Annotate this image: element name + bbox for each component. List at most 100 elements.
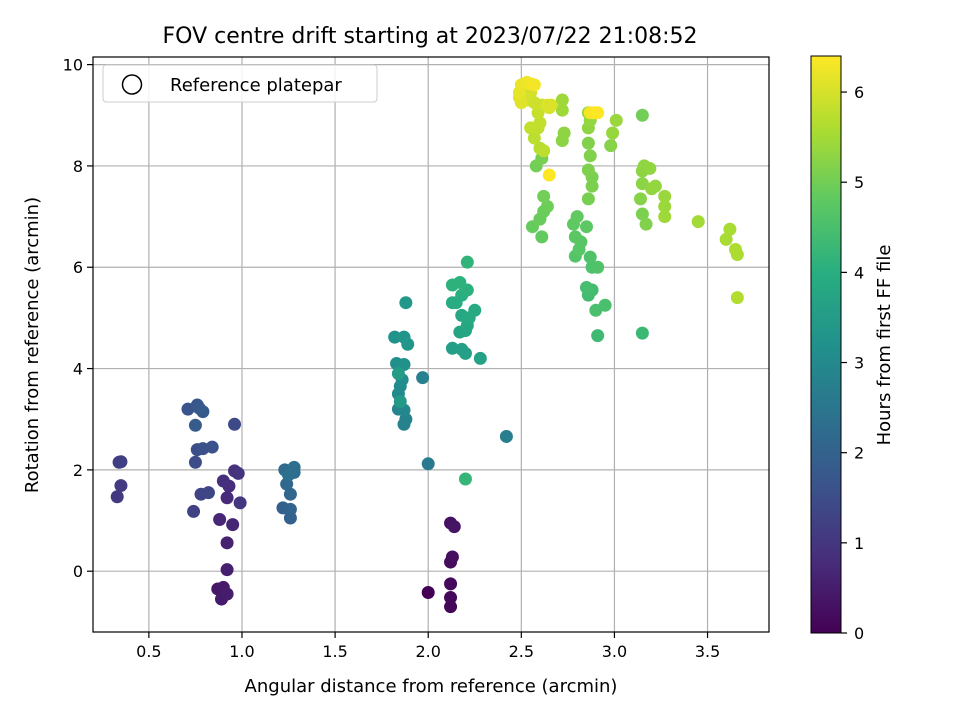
data-point (635, 326, 649, 340)
x-tick-label: 2.5 (509, 642, 534, 661)
data-point (388, 330, 402, 344)
data-point (205, 440, 219, 454)
colorbar-label: Hours from first FF file (874, 245, 895, 446)
data-point (401, 337, 415, 351)
data-point (445, 550, 459, 564)
data-point (634, 192, 648, 206)
colorbar-tick-label: 3 (854, 354, 864, 373)
x-axis-label: Angular distance from reference (arcmin) (245, 676, 618, 697)
data-point (544, 98, 558, 112)
x-tick-label: 2.0 (415, 642, 440, 661)
data-point (444, 577, 458, 591)
data-point (421, 585, 435, 599)
data-point (187, 504, 201, 518)
data-point (226, 518, 240, 532)
data-point (723, 222, 737, 236)
data-point (557, 126, 571, 140)
data-point (691, 215, 705, 229)
legend-marker-reference-platepar (121, 74, 143, 95)
legend: Reference platepar (102, 64, 378, 103)
x-tick-label: 3.0 (602, 642, 627, 661)
data-point (598, 298, 612, 312)
data-point (444, 591, 458, 605)
chart-title: FOV centre drift starting at 2023/07/22 … (163, 24, 698, 49)
data-point (537, 144, 551, 158)
legend-entry-reference-platepar: Reference platepar (170, 75, 342, 96)
data-point (399, 296, 413, 310)
data-point (570, 210, 584, 224)
data-point (585, 179, 599, 193)
y-axis-label: Rotation from reference (arcmin) (22, 197, 43, 493)
data-point (468, 303, 482, 317)
data-point (220, 587, 234, 601)
data-point (213, 513, 227, 527)
data-point (114, 479, 128, 493)
colorbar-tick-label: 5 (854, 173, 864, 192)
y-tick-label: 2 (73, 461, 83, 480)
data-point (591, 106, 605, 120)
data-point (458, 472, 472, 486)
data-point (445, 278, 459, 292)
data-point (606, 126, 620, 140)
colorbar-gradient (810, 55, 842, 634)
data-point (458, 346, 472, 360)
data-point (579, 281, 593, 295)
data-point (196, 405, 210, 419)
data-point (719, 232, 733, 246)
data-point (591, 260, 605, 274)
x-tick-label: 0.5 (136, 642, 161, 661)
colorbar-tick-label: 6 (854, 83, 864, 102)
data-point (579, 220, 593, 234)
data-points (110, 75, 744, 614)
colorbar-tick-label: 4 (854, 263, 864, 282)
data-point (228, 417, 242, 431)
y-tick-label: 6 (73, 258, 83, 277)
data-point (282, 468, 296, 482)
data-point (658, 199, 672, 213)
data-point (583, 149, 597, 163)
data-point (188, 455, 202, 469)
y-tick-label: 4 (73, 360, 83, 379)
data-point (527, 131, 541, 145)
data-point (537, 189, 551, 203)
data-point (231, 466, 245, 480)
data-point (110, 490, 124, 504)
data-point (283, 502, 297, 516)
x-tick-label: 3.5 (695, 642, 720, 661)
data-point (583, 250, 597, 264)
data-point (635, 207, 649, 221)
data-point (568, 230, 582, 244)
y-axis-ticks: 0 2 4 6 8 10 (63, 56, 93, 581)
data-point (591, 329, 605, 343)
x-axis-ticks: 0.5 1.0 1.5 2.0 2.5 3.0 3.5 (136, 632, 720, 661)
data-point (416, 371, 430, 385)
data-point (233, 496, 247, 510)
data-point (604, 139, 618, 153)
data-point (447, 520, 461, 534)
data-point (283, 487, 297, 501)
data-point (499, 429, 513, 443)
data-point (648, 179, 662, 193)
data-point (643, 161, 657, 175)
data-point (391, 367, 405, 381)
y-tick-label: 10 (63, 56, 83, 75)
x-tick-label: 1.0 (229, 642, 254, 661)
data-point (220, 491, 234, 505)
grid-lines (93, 57, 769, 632)
colorbar-ticks: 0 1 2 3 4 5 6 (841, 83, 864, 643)
data-point (581, 163, 595, 177)
colorbar: 0 1 2 3 4 5 6 Hours from first FF file (810, 55, 895, 643)
colorbar-tick-label: 2 (854, 444, 864, 463)
data-point (201, 486, 215, 500)
legend-box (102, 64, 378, 103)
data-point (540, 199, 554, 213)
x-tick-label: 1.5 (322, 642, 347, 661)
colorbar-tick-label: 1 (854, 534, 864, 553)
data-point (639, 217, 653, 231)
data-point (555, 103, 569, 117)
data-point (444, 600, 458, 614)
y-tick-label: 8 (73, 157, 83, 176)
plot-frame (92, 56, 770, 633)
data-point (658, 210, 672, 224)
